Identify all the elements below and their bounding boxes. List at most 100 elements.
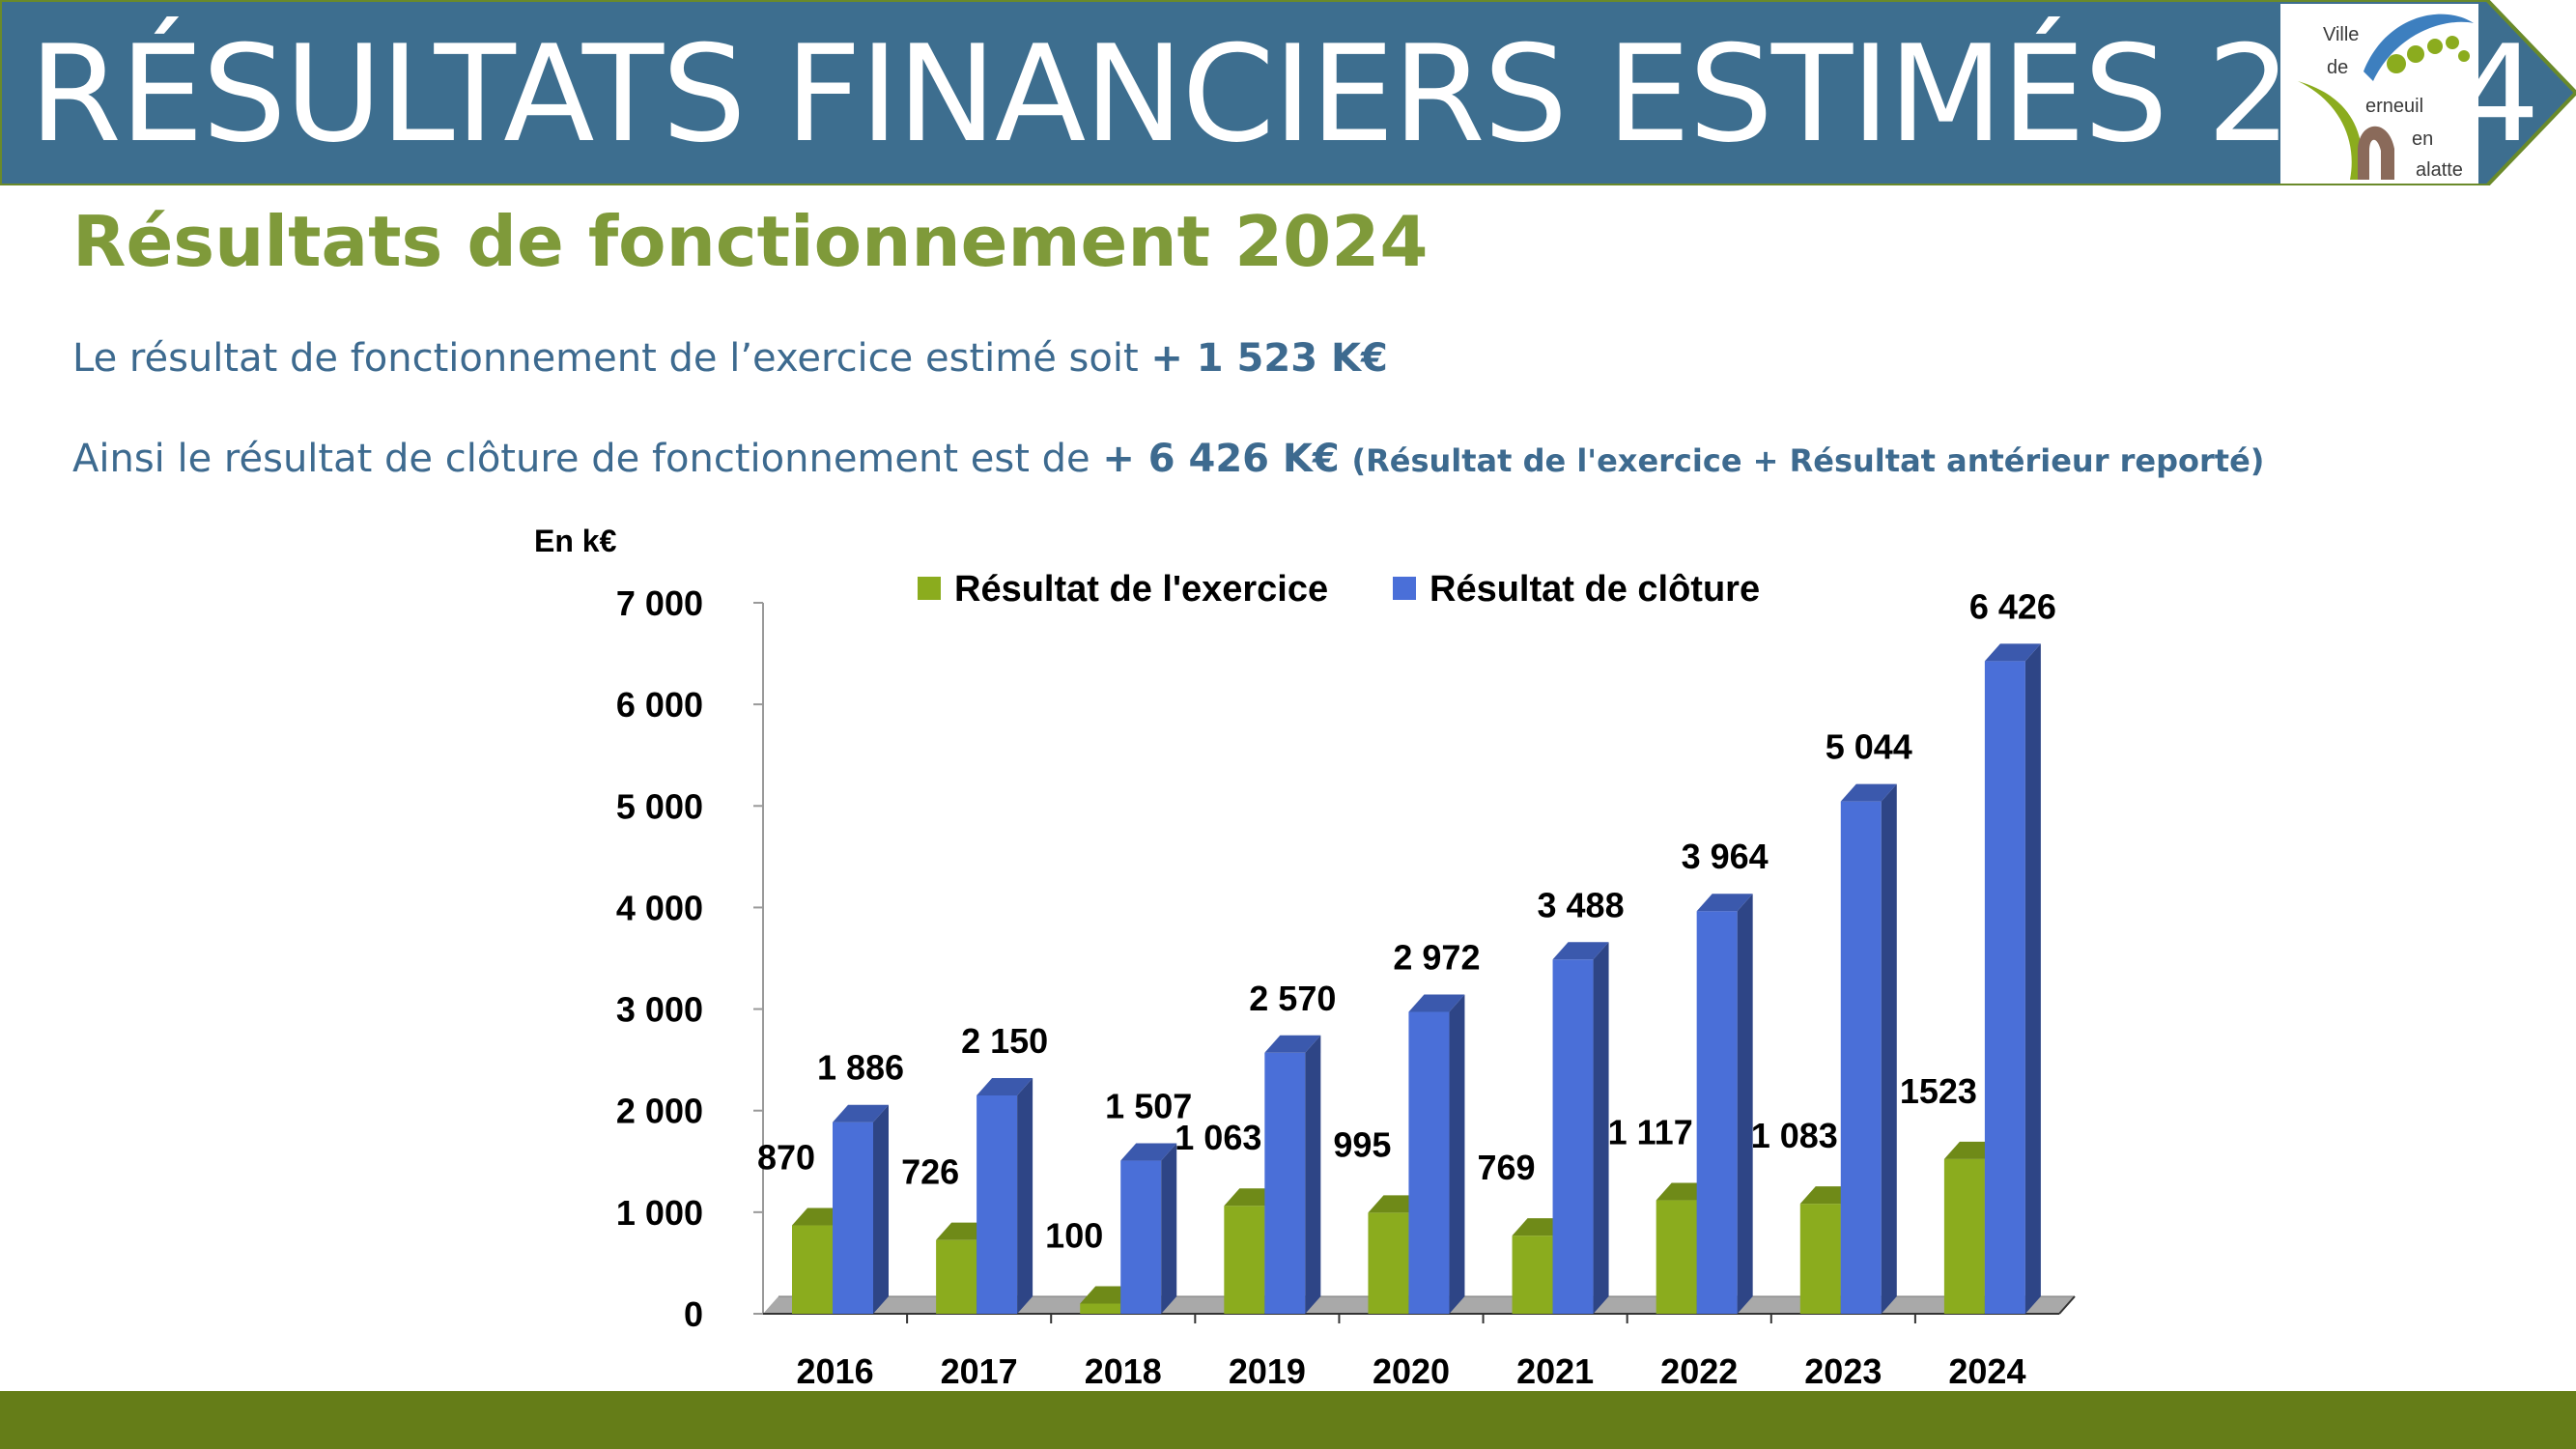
bar-front — [1408, 1011, 1450, 1314]
x-tick-label: 2018 — [1085, 1351, 1162, 1391]
header-banner: RÉSULTATS FINANCIERS ESTIMÉS 2024 Ville … — [0, 0, 2576, 185]
y-tick-label: 3 000 — [616, 990, 703, 1030]
bar-top — [1696, 894, 1753, 912]
bar-side — [1161, 1143, 1177, 1314]
data-label-exercise: 1 117 — [1608, 1113, 1693, 1152]
bar-side — [1593, 942, 1609, 1314]
data-label-exercise: 100 — [1045, 1215, 1103, 1255]
footer-bar — [0, 1391, 2576, 1449]
bar-closing — [1120, 1143, 1177, 1314]
bar-front — [1799, 1204, 1841, 1314]
bar-top — [1264, 1035, 1321, 1053]
bar-front — [1840, 801, 1882, 1314]
section-title: Résultats de fonctionnement 2024 — [72, 201, 1429, 282]
closing-result-sentence: Ainsi le résultat de clôture de fonction… — [72, 437, 2264, 481]
legend-label: Résultat de l'exercice — [954, 569, 1328, 610]
data-label-closing: 3 964 — [1682, 837, 1769, 876]
data-label-exercise: 1 083 — [1751, 1116, 1838, 1155]
bar-front — [833, 1122, 873, 1314]
legend-swatch — [1393, 577, 1416, 600]
x-tick-label: 2023 — [1804, 1351, 1882, 1391]
bar-front — [1696, 911, 1738, 1314]
x-axis-end-line — [2058, 1295, 2076, 1315]
bar-front — [792, 1225, 833, 1314]
bar-top — [1408, 994, 1465, 1012]
bar-side — [1017, 1077, 1033, 1314]
logo-text-erneuil: erneuil — [2365, 96, 2424, 117]
bar-side — [1305, 1035, 1321, 1314]
bar-front — [1264, 1052, 1306, 1314]
bar-front — [977, 1094, 1018, 1314]
bar-side — [1737, 894, 1753, 1314]
data-label-exercise: 870 — [757, 1138, 815, 1178]
bar-closing — [1696, 894, 1753, 1314]
x-tick-label: 2019 — [1229, 1351, 1306, 1391]
bar-side — [1449, 994, 1465, 1314]
bar-closing — [1408, 994, 1465, 1314]
data-label-closing: 6 426 — [1969, 586, 2056, 626]
x-tick-label: 2024 — [1948, 1351, 2025, 1391]
bar-top — [833, 1104, 889, 1122]
bar-closing — [977, 1077, 1033, 1314]
data-label-exercise: 1523 — [1900, 1071, 1977, 1111]
data-label-closing: 3 488 — [1538, 885, 1625, 924]
data-label-closing: 2 972 — [1393, 938, 1480, 978]
bar-top — [1984, 643, 2041, 662]
data-label-closing: 2 150 — [961, 1021, 1048, 1061]
bar-front — [1224, 1206, 1265, 1314]
logo-text-en: en — [2412, 128, 2434, 150]
x-tick-label: 2021 — [1516, 1351, 1594, 1391]
bar-front — [936, 1239, 977, 1314]
exercise-result-sentence: Le résultat de fonctionnement de l’exerc… — [72, 336, 1388, 381]
data-label-exercise: 1 063 — [1175, 1118, 1261, 1157]
logo-text-alatte: alatte — [2416, 159, 2463, 181]
y-tick-label: 1 000 — [616, 1193, 703, 1233]
bar-front — [1512, 1236, 1553, 1314]
logo-text-de: de — [2327, 57, 2349, 78]
bar-closing — [1840, 783, 1897, 1314]
city-logo: Ville de erneuil en alatte — [2280, 4, 2478, 184]
bar-top — [1840, 783, 1897, 802]
bar-side — [2024, 643, 2041, 1314]
y-tick-label: 0 — [684, 1294, 703, 1334]
data-label-closing: 2 570 — [1249, 979, 1336, 1018]
bar-side — [873, 1104, 889, 1314]
closing-result-note: (Résultat de l'exercice + Résultat antér… — [1351, 442, 2265, 479]
data-label-exercise: 769 — [1478, 1148, 1536, 1187]
x-tick-label: 2017 — [941, 1351, 1018, 1391]
bar-closing — [1984, 643, 2041, 1314]
x-tick-label: 2020 — [1373, 1351, 1450, 1391]
y-tick-label: 5 000 — [616, 786, 703, 826]
y-tick-label: 4 000 — [616, 888, 703, 927]
data-label-exercise: 726 — [901, 1152, 959, 1192]
bar-front — [1368, 1212, 1409, 1314]
data-label-closing: 5 044 — [1826, 727, 1912, 767]
closing-result-text: Ainsi le résultat de clôture de fonction… — [72, 437, 1090, 481]
page-title: RÉSULTATS FINANCIERS ESTIMÉS 2024 — [29, 16, 2540, 172]
exercise-result-value: + 1 523 K€ — [1150, 336, 1388, 381]
data-label-closing: 1 507 — [1105, 1087, 1192, 1126]
logo-text-ville: Ville — [2323, 24, 2360, 45]
y-tick-label: 7 000 — [616, 583, 703, 623]
y-tick-label: 6 000 — [616, 685, 703, 724]
bar-closing — [1264, 1035, 1321, 1314]
bar-front — [1943, 1158, 1985, 1314]
banner-shape — [0, 0, 2576, 185]
x-tick-label: 2016 — [797, 1351, 874, 1391]
bar-top — [1120, 1143, 1177, 1161]
bar-side — [1881, 783, 1897, 1314]
legend-swatch — [918, 577, 941, 600]
bar-closing — [833, 1104, 889, 1314]
bar-front — [1656, 1200, 1697, 1314]
data-label-closing: 1 886 — [817, 1048, 904, 1088]
data-label-exercise: 995 — [1333, 1124, 1391, 1164]
chart-unit-label: En k€ — [534, 524, 617, 558]
closing-result-value: + 6 426 K€ — [1102, 437, 1340, 481]
exercise-result-text: Le résultat de fonctionnement de l’exerc… — [72, 336, 1139, 381]
logo-graphic — [2298, 14, 2474, 180]
bar-front — [1552, 959, 1594, 1314]
bar-front — [1984, 661, 2025, 1314]
y-tick-label: 2 000 — [616, 1092, 703, 1131]
bar-closing — [1552, 942, 1609, 1314]
